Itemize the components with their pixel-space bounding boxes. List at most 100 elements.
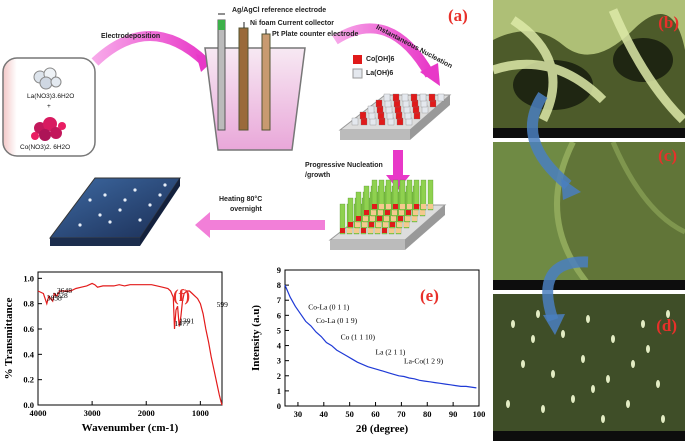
pillar-base [406,210,411,215]
y-axis-label: Intensity (a.u) [250,305,262,371]
legend-la-label: La(OH)6 [366,70,394,77]
pillar-base [414,204,419,209]
beaker [204,47,306,151]
y-tick-label: 0.4 [23,349,34,359]
sem-particle [581,355,585,363]
y-tick-label: 1.0 [23,273,34,283]
panel-label-f: (f) [173,286,190,305]
pillar-base [370,216,375,221]
la-molecule-icon [33,67,62,90]
speck [148,203,152,207]
sem-particle [506,400,510,408]
progressive-pillars [339,179,434,235]
counter-electrode-label: Pt Plate counter electrode [272,31,359,38]
pillar-base [391,216,396,221]
pillar-base [362,222,367,227]
growth-label: /growth [305,172,331,179]
pillar [363,185,370,217]
legend-co-swatch [353,55,362,64]
cube [383,93,391,102]
pillar-base [412,216,417,221]
x-tick-label: 3000 [84,408,101,418]
plot-frame [37,271,223,406]
sem-particle [606,375,610,383]
pillar [378,179,385,211]
schematic-panel: (a) Electrodeposition Ag/AgCl reference … [0,0,493,258]
pillar-base [371,210,376,215]
x-tick-label: 40 [320,409,329,419]
precursor-co-label: Co(NO3)2. 6H2O [20,144,71,151]
pillar-base [364,210,369,215]
cube [359,111,367,120]
cube [351,117,359,126]
cube [410,93,418,102]
pillar-base [372,204,377,209]
speck [133,188,137,192]
progressive-label: Progressive Nucleation [305,162,383,169]
annotation: Co-La (0 1 9) [316,316,358,325]
pillar [413,179,420,211]
sem-image-b: (b) [493,0,685,138]
sem-particle [666,310,670,318]
pillar-base [368,228,373,233]
x-tick-label: 1000 [192,408,209,418]
pillar-base [348,222,353,227]
sem-particle [656,380,660,388]
speck [98,213,102,217]
annotation: Co-La (0 1 1) [308,302,350,311]
heating-label: Heating 80°C [219,196,263,203]
sem-particle [591,385,595,393]
pillar [406,179,413,211]
sem-particle [541,405,545,413]
pillar-base [420,210,425,215]
pillar-base [386,204,391,209]
speck [158,193,162,197]
pillar-base [393,204,398,209]
xrd-chart: 30 40 50 60 70 80 90 100 0 1 2 3 4 5 6 7 8 9 Co-La (0 1 1)… [247,262,492,441]
y-tick-label: 6 [277,310,281,320]
nucleation-arrow [332,23,435,78]
pillar-base [347,228,352,233]
annotation: 1477 [175,319,190,328]
sem-particle [586,315,590,323]
panel-label-c: (c) [658,146,677,165]
annotation: 3648 [57,286,72,295]
x-axis-label: 2θ (degree) [356,423,409,435]
y-tick-label: 3 [277,356,281,366]
film-specks [78,183,167,227]
electrodeposition-label: Electrodeposition [101,33,161,40]
precursor-plus: + [47,103,51,110]
pillar-base [405,216,410,221]
pillar-base [375,228,380,233]
sem-flow-arrows [526,91,589,335]
pillar-base [392,210,397,215]
heating-arrow [195,212,325,238]
x-axis-label: Wavenumber (cm-1) [82,422,179,434]
sem-particle [611,335,615,343]
speck [138,218,142,222]
y-tick-label: 8 [277,280,281,290]
speck [78,223,82,227]
sem-particle [646,345,650,353]
sem-particle [531,335,535,343]
pillar-base [384,216,389,221]
overnight-label: overnight [230,206,262,213]
panel-label-d: (d) [656,316,677,335]
x-tick-label: 50 [345,409,354,419]
sem-scale-bar [493,431,685,441]
legend-la-swatch [352,68,363,79]
pillar-base [399,210,404,215]
sem-particle [536,310,540,318]
pillar-base [385,210,390,215]
sem-particle [601,415,605,423]
y-tick-label: 0.8 [23,299,34,309]
sem-particle [551,370,555,378]
pillar [347,197,354,229]
pillar-base [397,222,402,227]
pillar [385,179,392,211]
electrodeposition-arrow [91,31,209,66]
xrd-plot: 30 40 50 60 70 80 90 100 0 1 2 3 4 5 6 7 8 9 Co-La (0 1 1)… [250,265,485,435]
pillar [339,203,346,235]
annotation: 3838 [47,294,62,303]
pillar [420,179,427,211]
